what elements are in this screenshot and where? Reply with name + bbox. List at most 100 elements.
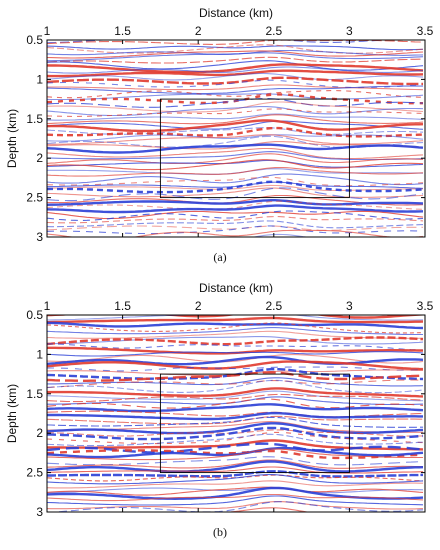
reflector-line: [47, 63, 424, 74]
reflector-line: [47, 321, 424, 330]
reflector-line: [47, 442, 424, 454]
reflector-line: [47, 159, 424, 168]
caption-b: (b): [213, 525, 227, 539]
reflector-line: [47, 56, 423, 64]
y-tick-label: 1: [36, 347, 43, 361]
reflector-line: [47, 495, 424, 506]
x-tick-label: 1.5: [114, 24, 131, 38]
x-tick-label: 3: [346, 299, 353, 313]
reflector-line: [47, 470, 424, 478]
reflector-line: [47, 501, 424, 512]
reflector-line: [47, 35, 423, 39]
reflector-line: [47, 199, 424, 206]
reflector-line: [47, 351, 424, 357]
reflector-line: [47, 315, 424, 321]
figure-panel-a: 1 1.5 2 2.5 3 3.5 0.5 1 1.5 2 2.5 3 Distance (km) Dep…: [5, 6, 434, 264]
reflector-line: [47, 119, 424, 133]
reflector-line: [47, 377, 424, 387]
y-tick-label: 0.5: [26, 308, 43, 322]
reflector-line: [47, 411, 423, 421]
x-tick-label: 1: [44, 299, 51, 313]
y-tick-label: 0.5: [26, 33, 43, 47]
reflector-line: [47, 354, 424, 364]
reflector-line: [47, 210, 424, 221]
plot-area: [47, 315, 425, 512]
reflector-line: [47, 176, 424, 187]
reflector-line: [47, 66, 424, 74]
reflector-line: [47, 225, 424, 235]
reflector-line: [47, 415, 423, 425]
x-tick-label: 2: [195, 24, 202, 38]
reflector-line: [47, 120, 424, 130]
reflector-line: [47, 141, 424, 150]
reflector-line: [47, 180, 424, 194]
reflector-line: [47, 379, 423, 389]
y-tick-label: 2.5: [26, 466, 43, 480]
reflector-line: [47, 315, 424, 319]
reflector-line: [47, 147, 424, 160]
plot-frame: [46, 39, 426, 238]
reflector-line: [47, 76, 423, 86]
reflector-line: [47, 390, 423, 402]
reflector-line: [47, 316, 424, 324]
seismic-reflectors: [47, 315, 424, 512]
seismic-reflectors: [47, 35, 424, 237]
reflector-line: [47, 200, 424, 211]
reflector-line: [47, 429, 424, 437]
reflector-line: [47, 134, 424, 145]
reflector-line: [47, 93, 424, 101]
x-tick-label: 3: [346, 24, 353, 38]
reflector-line: [47, 493, 424, 502]
reflector-line: [47, 173, 424, 186]
region-box: [159, 373, 350, 474]
reflector-line: [47, 486, 424, 496]
reflector-line: [47, 393, 424, 403]
reflector-line: [47, 114, 424, 125]
reflector-line: [47, 387, 424, 398]
reflector-line: [47, 216, 424, 224]
y-tick-label: 3: [36, 505, 43, 519]
x-tick-label: 2.5: [265, 24, 282, 38]
reflector-line: [47, 159, 424, 171]
x-tick-label: 2.5: [265, 299, 282, 313]
reflector-line: [47, 143, 424, 154]
reflector-line: [47, 113, 424, 121]
reflector-line: [47, 327, 423, 336]
x-tick-label: 1: [44, 24, 51, 38]
x-axis-label: Distance (km): [199, 281, 273, 295]
reflector-line: [47, 480, 423, 489]
reflector-line: [47, 108, 424, 117]
y-tick-label: 2: [36, 151, 43, 165]
reflector-line: [47, 487, 424, 494]
x-tick-label: 3.5: [417, 24, 434, 38]
y-axis-label: Depth (km): [5, 109, 19, 168]
reflector-line: [47, 126, 424, 138]
y-axis-label: Depth (km): [5, 384, 19, 443]
reflector-line: [47, 371, 424, 382]
reflector-line: [47, 360, 424, 371]
reflector-line: [47, 336, 424, 346]
y-tick-label: 1: [36, 72, 43, 86]
reflector-line: [47, 379, 424, 394]
reflector-line: [47, 229, 424, 237]
y-tick-label: 3: [36, 230, 43, 244]
reflector-line: [47, 90, 423, 99]
reflector-line: [47, 448, 423, 461]
y-tick-label: 2: [36, 426, 43, 440]
reflector-line: [47, 466, 424, 474]
reflector-line: [47, 431, 424, 445]
reflector-line: [47, 459, 424, 469]
reflector-line: [47, 97, 424, 108]
x-tick-label: 3.5: [417, 299, 434, 313]
plot-frame: [46, 314, 426, 513]
reflector-line: [47, 336, 424, 345]
x-tick-label: 2: [195, 299, 202, 313]
reflector-line: [47, 153, 424, 164]
reflector-line: [47, 474, 424, 485]
y-tick-label: 1.5: [26, 112, 43, 126]
y-tick-label: 1.5: [26, 387, 43, 401]
reflector-line: [47, 204, 424, 214]
reflector-line: [47, 416, 423, 428]
reflector-line: [47, 426, 424, 441]
